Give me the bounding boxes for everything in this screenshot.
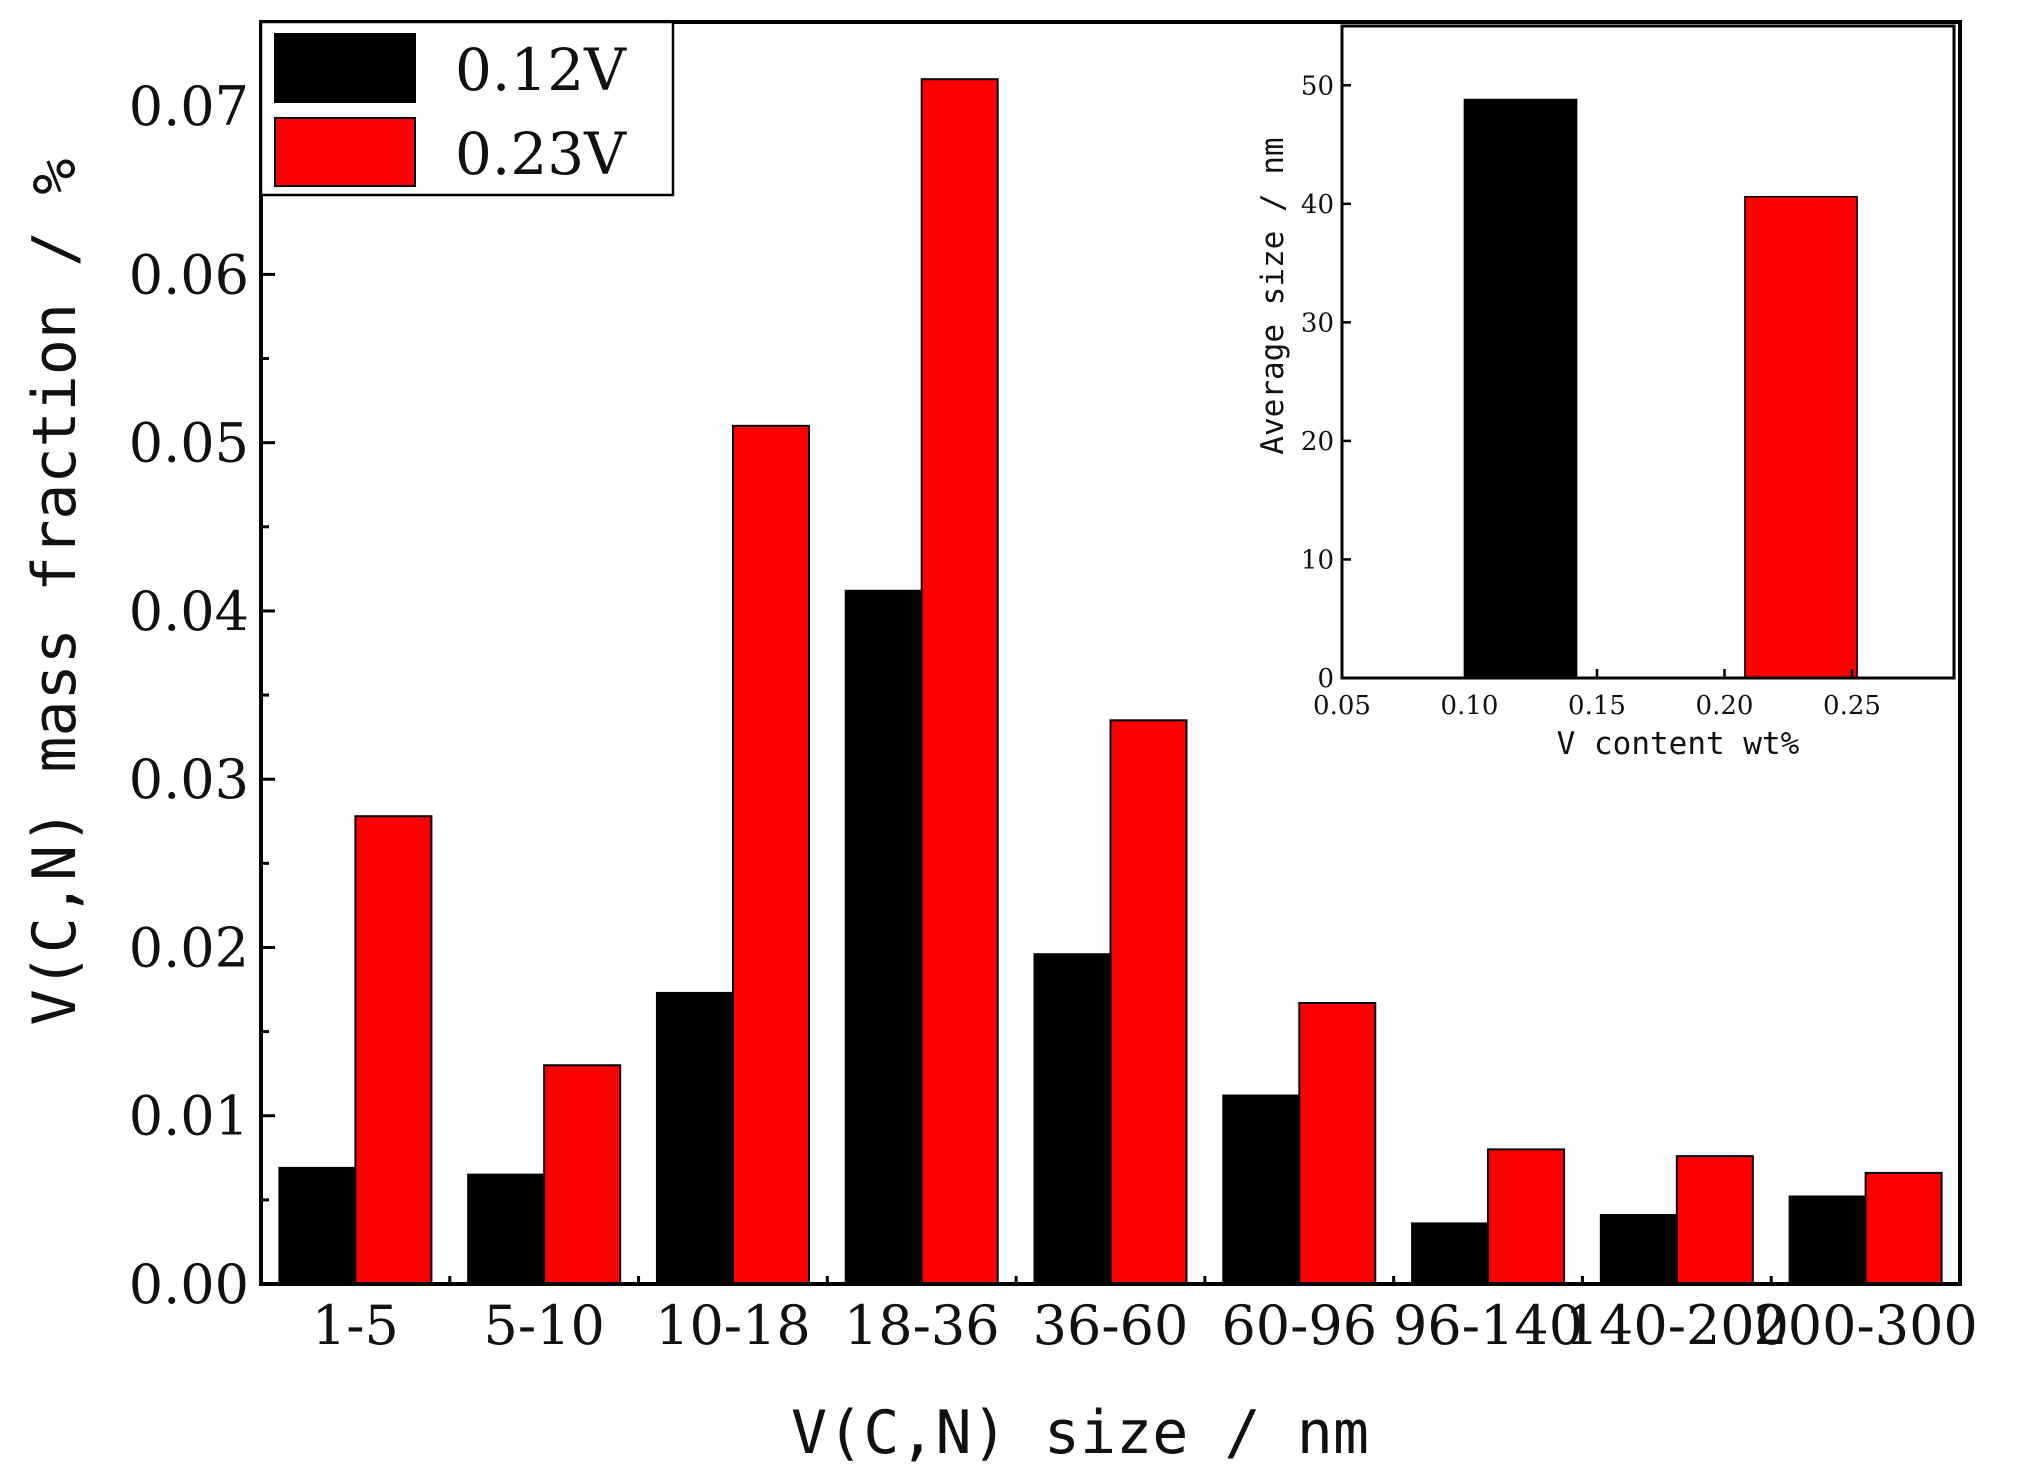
legend-swatch-0.23V <box>274 117 416 187</box>
y-tick-label: 0.06 <box>129 243 249 306</box>
inset-y-tick-label: 10 <box>1301 545 1334 575</box>
inset-bars <box>1463 98 1858 679</box>
main-x-ticks: 1-5 5-10 10-18 18-36 36-60 60-96 96-140140-200… <box>312 1276 1978 1357</box>
bar-0-23V-140-200 <box>1675 1155 1754 1285</box>
y-tick-label: 0.00 <box>129 1253 249 1316</box>
legend-label-0.23V: 0.23V <box>455 120 627 188</box>
bar-0-23V-36-60 <box>1109 719 1188 1285</box>
main-bars <box>278 78 1943 1286</box>
inset-plot-frame <box>1340 24 1956 680</box>
inset-x-tick-label: 0.25 <box>1823 691 1881 721</box>
inset-x-axis-title: V content wt% <box>1557 726 1800 762</box>
x-axis-title: V(C,N) size / nm <box>791 1398 1369 1466</box>
inset-y-tick-label: 20 <box>1301 427 1334 457</box>
bar-0-12V-10-18 <box>655 991 734 1286</box>
x-tick-label: 200-300 <box>1753 1294 1977 1357</box>
y-axis-title: V(C,N) mass fraction / % <box>20 159 90 1026</box>
main-plot: 0.00 0.01 0.02 0.03 0.04 0.05 0.06 0.07 1-5 5-10… <box>20 20 1978 1466</box>
bar-0-12V-36-60 <box>1033 953 1112 1285</box>
x-tick-label: 140-200 <box>1565 1294 1789 1357</box>
inset-y-tick-label: 30 <box>1301 308 1334 338</box>
legend-label-0.12V: 0.12V <box>455 36 627 104</box>
bar-0-23V-1-5 <box>354 815 433 1285</box>
bar-0-12V-200-300 <box>1788 1195 1867 1285</box>
inset-bar-0-23 <box>1744 195 1858 679</box>
y-tick-label: 0.02 <box>129 916 249 979</box>
legend: 0.12V 0.23V <box>259 20 675 197</box>
x-tick-label: 1-5 <box>312 1294 399 1357</box>
bar-0-23V-5-10 <box>543 1064 622 1285</box>
bar-0-12V-96-140 <box>1411 1222 1490 1286</box>
bar-0-12V-1-5 <box>278 1166 357 1286</box>
bar-0-23V-200-300 <box>1864 1171 1943 1285</box>
inset-background <box>1342 26 1954 678</box>
inset-x-tick-label: 0.10 <box>1441 691 1499 721</box>
inset-x-tick-label: 0.20 <box>1696 691 1754 721</box>
inset-y-axis-title: Average size / nm <box>1255 137 1291 454</box>
inset-x-tick-label: 0.05 <box>1313 691 1371 721</box>
legend-swatch-0.12V <box>274 33 416 103</box>
bar-0-23V-18-36 <box>920 78 999 1286</box>
inset-bar-0-12 <box>1463 98 1578 679</box>
main-y-ticks: 0.00 0.01 0.02 0.03 0.04 0.05 0.06 0.07 <box>129 20 275 1316</box>
inset-y-tick-label: 50 <box>1301 71 1334 101</box>
x-tick-label: 18-36 <box>844 1294 1000 1357</box>
x-tick-label: 10-18 <box>655 1294 811 1357</box>
inset-x-tick-label: 0.15 <box>1568 691 1626 721</box>
bar-0-12V-18-36 <box>844 589 923 1285</box>
bar-0-23V-60-96 <box>1298 1001 1377 1285</box>
y-tick-label: 0.03 <box>129 748 249 811</box>
inset-x-ticks: 0.05 0.10 0.15 0.20 0.25 <box>1313 669 1881 721</box>
bar-0-12V-60-96 <box>1222 1094 1301 1286</box>
y-tick-label: 0.01 <box>129 1085 249 1148</box>
main-plot-frame <box>259 20 1962 1286</box>
bar-0-12V-5-10 <box>467 1173 546 1286</box>
inset-y-tick-label: 0 <box>1317 664 1334 694</box>
inset-plot: 0 10 20 30 40 50 0.05 0.10 0.15 0.20 0.25 V conte… <box>1255 24 1956 762</box>
x-tick-label: 36-60 <box>1033 1294 1189 1357</box>
inset-y-ticks: 0 10 20 30 40 50 <box>1301 71 1351 694</box>
x-tick-label: 60-96 <box>1221 1294 1377 1357</box>
bar-0-23V-10-18 <box>731 424 810 1285</box>
bar-0-12V-140-200 <box>1599 1214 1678 1286</box>
x-tick-label: 96-140 <box>1393 1294 1583 1357</box>
inset-y-tick-label: 40 <box>1301 190 1334 220</box>
x-tick-label: 5-10 <box>484 1294 605 1357</box>
y-tick-label: 0.04 <box>129 580 249 643</box>
y-tick-label: 0.07 <box>129 75 249 138</box>
bar-0-23V-96-140 <box>1487 1148 1566 1286</box>
y-tick-label: 0.05 <box>129 412 249 475</box>
